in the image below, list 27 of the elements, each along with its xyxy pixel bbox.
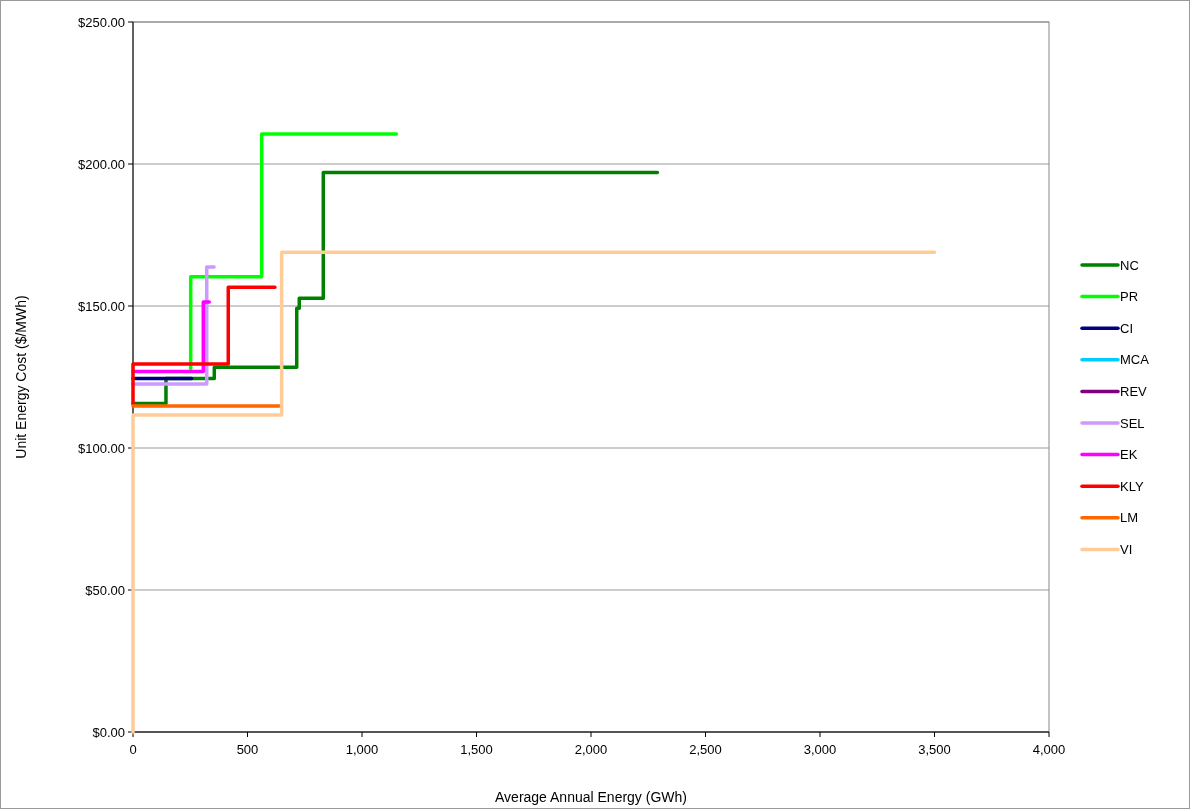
legend-label: MCA — [1120, 352, 1150, 368]
legend-label: REV — [1120, 383, 1148, 399]
x-tick-label: 3,500 — [918, 742, 951, 757]
y-tick-label: $50.00 — [85, 582, 125, 598]
y-tick-label: $150.00 — [78, 298, 125, 314]
legend-label: CI — [1120, 320, 1133, 336]
x-tick-label: 500 — [236, 742, 259, 757]
legend-label: LM — [1120, 510, 1139, 526]
legend-label: PR — [1120, 289, 1139, 305]
x-tick-label: 1,000 — [345, 742, 379, 757]
x-tick-label: 4,000 — [1032, 742, 1066, 757]
legend-label: NC — [1120, 257, 1139, 273]
legend-label: KLY — [1120, 478, 1144, 494]
y-tick-label: $100.00 — [78, 440, 125, 456]
legend-label: EK — [1120, 447, 1138, 463]
x-tick-label: 1,500 — [460, 742, 493, 757]
legend-label: VI — [1120, 541, 1133, 557]
x-axis-title: Average Annual Energy (GWh) — [495, 789, 687, 805]
x-tick-label: 0 — [129, 742, 137, 757]
x-tick-label: 3,000 — [803, 742, 837, 757]
y-axis-title: Unit Energy Cost ($/MWh) — [13, 295, 29, 459]
x-tick-label: 2,500 — [689, 742, 722, 757]
y-tick-label: $0.00 — [92, 724, 125, 740]
y-tick-label: $250.00 — [78, 14, 125, 30]
y-tick-label: $200.00 — [78, 156, 125, 172]
x-tick-label: 2,000 — [574, 742, 608, 757]
legend-label: SEL — [1120, 415, 1145, 431]
